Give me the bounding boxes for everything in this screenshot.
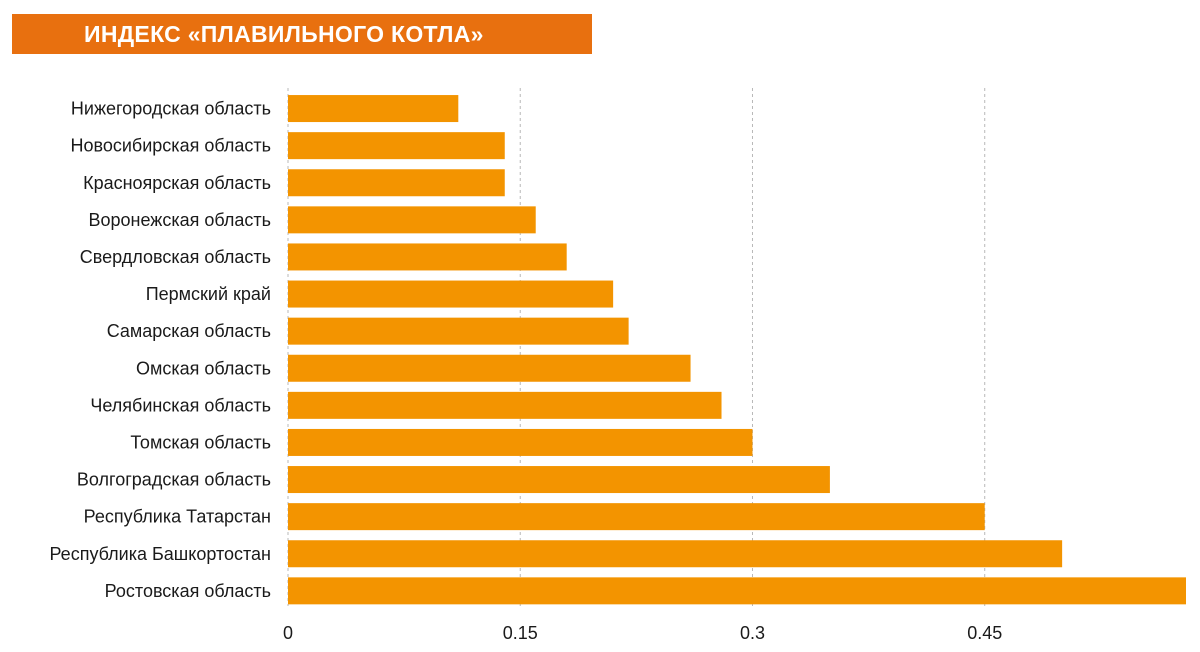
title-banner: ИНДЕКС «ПЛАВИЛЬНОГО КОТЛА» (12, 14, 592, 54)
category-label: Новосибирская область (71, 136, 272, 156)
category-label: Республика Татарстан (84, 507, 271, 527)
category-label: Томская область (130, 432, 271, 452)
bar (288, 540, 1063, 568)
bar (288, 428, 753, 456)
category-label: Волгоградская область (77, 470, 271, 490)
bar (288, 243, 567, 271)
bar (288, 95, 459, 123)
x-tick-labels: 0 0.15 0.3 0.45 (283, 623, 1002, 643)
bar (288, 280, 614, 308)
category-label: Омская область (136, 358, 271, 378)
category-label: Нижегородская область (71, 99, 271, 119)
bar (288, 132, 505, 160)
bar (288, 169, 505, 197)
bar (288, 391, 722, 419)
bar (288, 503, 985, 531)
category-label: Самарская область (107, 321, 271, 341)
category-label: Ростовская область (105, 581, 271, 601)
category-labels: Нижегородская область Новосибирская облас… (49, 99, 271, 601)
bar (288, 466, 830, 494)
category-label: Красноярская область (83, 173, 271, 193)
x-tick-label: 0 (283, 623, 293, 643)
bar (288, 206, 536, 234)
chart-title: ИНДЕКС «ПЛАВИЛЬНОГО КОТЛА» (84, 20, 484, 47)
category-label: Республика Башкортостан (49, 544, 271, 564)
category-label: Свердловская область (80, 247, 271, 267)
category-label: Челябинская область (90, 395, 271, 415)
category-label: Воронежская область (88, 210, 271, 230)
bar (288, 577, 1186, 605)
x-tick-label: 0.15 (503, 623, 538, 643)
bar (288, 317, 629, 345)
bar (288, 354, 691, 382)
category-label: Пермский край (146, 284, 271, 304)
x-tick-label: 0.45 (967, 623, 1002, 643)
bars (288, 95, 1186, 605)
x-tick-label: 0.3 (740, 623, 765, 643)
